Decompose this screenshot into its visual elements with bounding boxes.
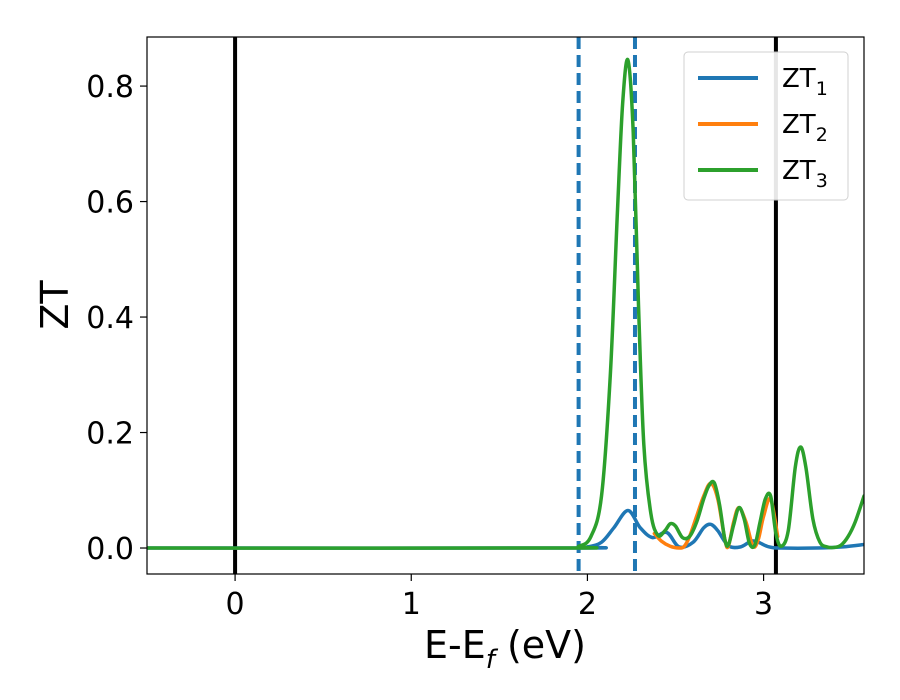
x-axis-title: E-Ef (eV) bbox=[424, 623, 586, 675]
legend: ZT1 ZT2 ZT3 bbox=[683, 51, 849, 201]
plot-frame bbox=[146, 36, 865, 575]
y-axis: 0.0 0.2 0.4 0.6 0.8 bbox=[86, 70, 147, 567]
legend-box bbox=[683, 51, 849, 201]
y-axis-title: ZT bbox=[33, 280, 77, 330]
y-tick-label: 0.6 bbox=[86, 186, 134, 221]
y-tick-label: 0.8 bbox=[86, 70, 134, 105]
legend-label-zt2: ZT2 bbox=[782, 110, 828, 146]
x-tick-label: 0 bbox=[226, 587, 245, 622]
x-tick-label: 1 bbox=[402, 587, 421, 622]
x-axis: 0 1 2 3 bbox=[226, 574, 773, 622]
y-tick-label: 0.4 bbox=[86, 301, 134, 336]
legend-label-zt1: ZT1 bbox=[782, 64, 828, 100]
y-tick-label: 0.0 bbox=[86, 532, 134, 567]
series-line-zt3 bbox=[147, 57, 864, 550]
x-tick-label: 3 bbox=[754, 587, 773, 622]
series-layer bbox=[147, 57, 864, 550]
legend-label-zt3: ZT3 bbox=[782, 156, 828, 192]
y-tick-label: 0.2 bbox=[86, 417, 134, 452]
x-tick-label: 2 bbox=[578, 587, 597, 622]
